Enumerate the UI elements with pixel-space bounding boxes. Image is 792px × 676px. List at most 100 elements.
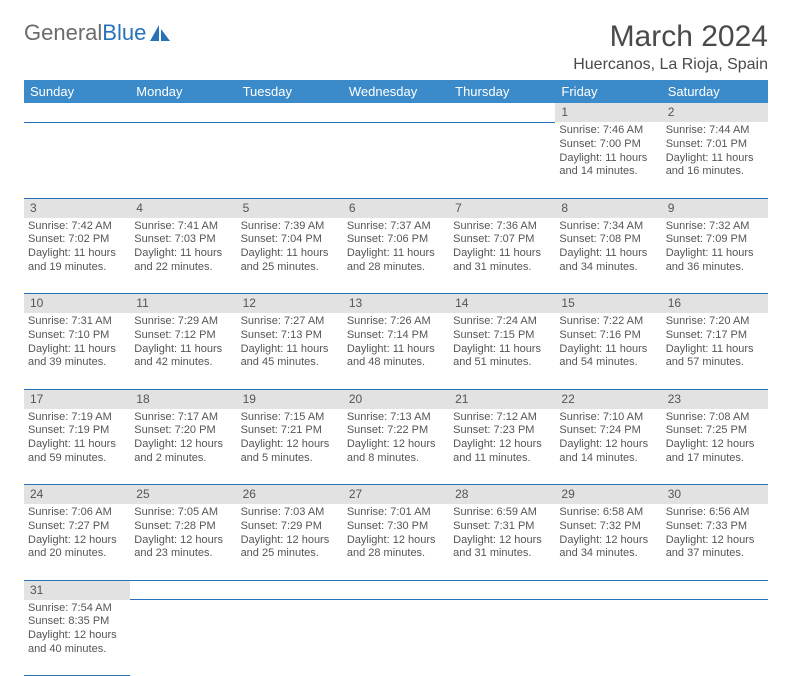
day-number: 31	[24, 580, 130, 600]
day2-text: and 54 minutes.	[559, 356, 657, 370]
day-cell: Sunrise: 7:05 AMSunset: 7:28 PMDaylight:…	[130, 504, 236, 580]
sail-icon	[148, 23, 172, 43]
day2-text: and 23 minutes.	[134, 547, 232, 561]
sunrise-text: Sunrise: 7:34 AM	[559, 220, 657, 234]
sunset-text: Sunset: 7:16 PM	[559, 329, 657, 343]
day-number: 6	[343, 198, 449, 218]
day1-text: Daylight: 11 hours	[453, 247, 551, 261]
day1-text: Daylight: 12 hours	[134, 534, 232, 548]
sunset-text: Sunset: 7:21 PM	[241, 424, 339, 438]
daynum-row: 10111213141516	[24, 294, 768, 314]
day1-text: Daylight: 11 hours	[559, 343, 657, 357]
day-cell: Sunrise: 7:08 AMSunset: 7:25 PMDaylight:…	[662, 409, 768, 485]
day-number: 22	[555, 389, 661, 409]
content-row: Sunrise: 7:06 AMSunset: 7:27 PMDaylight:…	[24, 504, 768, 580]
title-block: March 2024 Huercanos, La Rioja, Spain	[573, 20, 768, 74]
day2-text: and 34 minutes.	[559, 261, 657, 275]
day-cell: Sunrise: 7:54 AMSunset: 8:35 PMDaylight:…	[24, 600, 130, 676]
sunrise-text: Sunrise: 6:59 AM	[453, 506, 551, 520]
sunrise-text: Sunrise: 7:13 AM	[347, 411, 445, 425]
day-cell: Sunrise: 7:19 AMSunset: 7:19 PMDaylight:…	[24, 409, 130, 485]
day1-text: Daylight: 12 hours	[666, 534, 764, 548]
day-number: 11	[130, 294, 236, 314]
day1-text: Daylight: 12 hours	[559, 534, 657, 548]
sunrise-text: Sunrise: 6:56 AM	[666, 506, 764, 520]
day-cell	[24, 122, 130, 198]
day-number	[130, 580, 236, 600]
day-number: 27	[343, 485, 449, 505]
day1-text: Daylight: 12 hours	[453, 534, 551, 548]
sunrise-text: Sunrise: 7:27 AM	[241, 315, 339, 329]
sunset-text: Sunset: 7:13 PM	[241, 329, 339, 343]
sunset-text: Sunset: 7:04 PM	[241, 233, 339, 247]
day-number: 1	[555, 103, 661, 122]
day-number: 10	[24, 294, 130, 314]
day2-text: and 19 minutes.	[28, 261, 126, 275]
brand-logo: GeneralBlue	[24, 20, 172, 46]
sunset-text: Sunset: 7:17 PM	[666, 329, 764, 343]
weekday-header: Monday	[130, 80, 236, 103]
day-number: 24	[24, 485, 130, 505]
day2-text: and 5 minutes.	[241, 452, 339, 466]
day-cell: Sunrise: 7:22 AMSunset: 7:16 PMDaylight:…	[555, 313, 661, 389]
day-number: 7	[449, 198, 555, 218]
sunrise-text: Sunrise: 7:37 AM	[347, 220, 445, 234]
sunrise-text: Sunrise: 7:19 AM	[28, 411, 126, 425]
weekday-header: Tuesday	[237, 80, 343, 103]
day-number: 30	[662, 485, 768, 505]
day-cell: Sunrise: 7:37 AMSunset: 7:06 PMDaylight:…	[343, 218, 449, 294]
day2-text: and 31 minutes.	[453, 261, 551, 275]
day-cell: Sunrise: 7:44 AMSunset: 7:01 PMDaylight:…	[662, 122, 768, 198]
day1-text: Daylight: 11 hours	[241, 247, 339, 261]
sunrise-text: Sunrise: 7:03 AM	[241, 506, 339, 520]
sunrise-text: Sunrise: 7:24 AM	[453, 315, 551, 329]
sunrise-text: Sunrise: 7:10 AM	[559, 411, 657, 425]
sunset-text: Sunset: 7:03 PM	[134, 233, 232, 247]
calendar-table: SundayMondayTuesdayWednesdayThursdayFrid…	[24, 80, 768, 676]
day2-text: and 45 minutes.	[241, 356, 339, 370]
sunrise-text: Sunrise: 7:44 AM	[666, 124, 764, 138]
day2-text: and 14 minutes.	[559, 165, 657, 179]
day2-text: and 57 minutes.	[666, 356, 764, 370]
day2-text: and 37 minutes.	[666, 547, 764, 561]
sunset-text: Sunset: 7:15 PM	[453, 329, 551, 343]
sunrise-text: Sunrise: 7:39 AM	[241, 220, 339, 234]
day2-text: and 36 minutes.	[666, 261, 764, 275]
sunset-text: Sunset: 7:20 PM	[134, 424, 232, 438]
day-cell: Sunrise: 7:03 AMSunset: 7:29 PMDaylight:…	[237, 504, 343, 580]
month-title: March 2024	[573, 20, 768, 54]
day-number: 25	[130, 485, 236, 505]
sunrise-text: Sunrise: 7:36 AM	[453, 220, 551, 234]
day-cell: Sunrise: 7:41 AMSunset: 7:03 PMDaylight:…	[130, 218, 236, 294]
day1-text: Daylight: 11 hours	[559, 247, 657, 261]
day1-text: Daylight: 11 hours	[453, 343, 551, 357]
day1-text: Daylight: 12 hours	[241, 534, 339, 548]
sunset-text: Sunset: 7:12 PM	[134, 329, 232, 343]
day-number: 29	[555, 485, 661, 505]
sunset-text: Sunset: 7:29 PM	[241, 520, 339, 534]
sunrise-text: Sunrise: 7:29 AM	[134, 315, 232, 329]
sunrise-text: Sunrise: 7:32 AM	[666, 220, 764, 234]
sunrise-text: Sunrise: 7:20 AM	[666, 315, 764, 329]
day-cell: Sunrise: 7:12 AMSunset: 7:23 PMDaylight:…	[449, 409, 555, 485]
location: Huercanos, La Rioja, Spain	[573, 56, 768, 74]
sunset-text: Sunset: 7:02 PM	[28, 233, 126, 247]
day-cell: Sunrise: 7:42 AMSunset: 7:02 PMDaylight:…	[24, 218, 130, 294]
sunset-text: Sunset: 7:27 PM	[28, 520, 126, 534]
sunrise-text: Sunrise: 7:12 AM	[453, 411, 551, 425]
sunset-text: Sunset: 7:25 PM	[666, 424, 764, 438]
sunset-text: Sunset: 7:22 PM	[347, 424, 445, 438]
day2-text: and 28 minutes.	[347, 547, 445, 561]
day-number: 21	[449, 389, 555, 409]
day-number	[449, 103, 555, 122]
day-number	[130, 103, 236, 122]
day2-text: and 31 minutes.	[453, 547, 551, 561]
day1-text: Daylight: 12 hours	[28, 534, 126, 548]
weekday-header: Wednesday	[343, 80, 449, 103]
day-number	[343, 580, 449, 600]
sunset-text: Sunset: 8:35 PM	[28, 615, 126, 629]
day-cell	[130, 600, 236, 676]
day2-text: and 25 minutes.	[241, 261, 339, 275]
day-cell: Sunrise: 7:13 AMSunset: 7:22 PMDaylight:…	[343, 409, 449, 485]
content-row: Sunrise: 7:19 AMSunset: 7:19 PMDaylight:…	[24, 409, 768, 485]
